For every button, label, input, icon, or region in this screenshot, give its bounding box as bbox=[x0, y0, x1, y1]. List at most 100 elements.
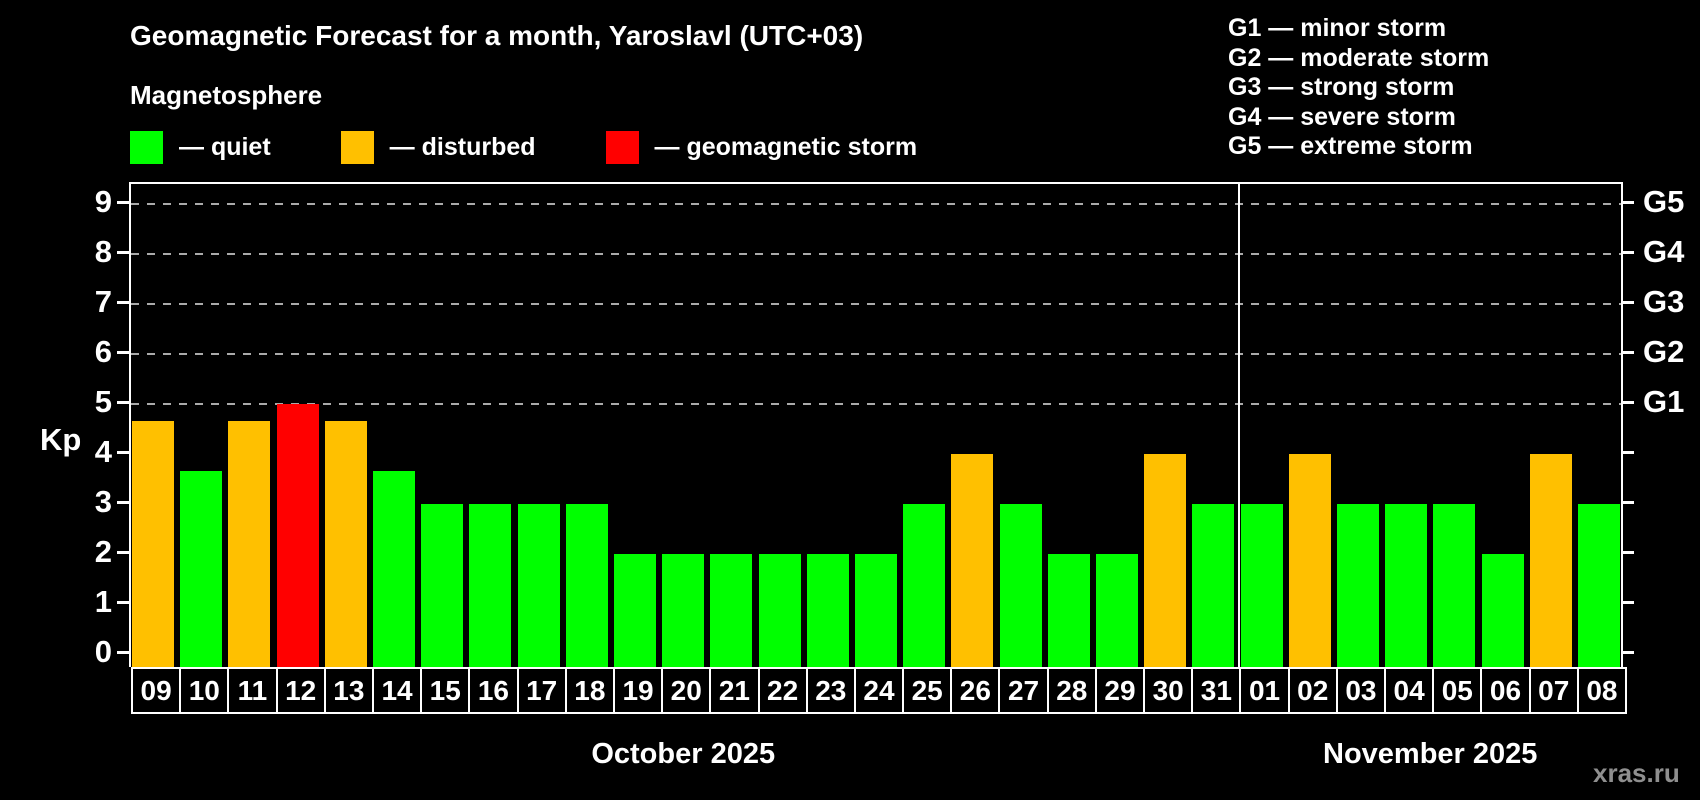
day-label-cell: 10 bbox=[179, 667, 230, 714]
right-tick-mark bbox=[1621, 601, 1634, 604]
kp-bar-day-02 bbox=[1288, 454, 1331, 667]
month-label: November 2025 bbox=[1323, 738, 1538, 770]
y-axis-tick-label: 4 bbox=[94, 434, 112, 469]
kp-bar-day-25 bbox=[903, 504, 946, 667]
kp-bar-day-10 bbox=[180, 470, 223, 667]
day-label-cell: 20 bbox=[661, 667, 712, 714]
storm-scale-legend: G1 — minor storm G2 — moderate storm G3 — … bbox=[1228, 14, 1489, 162]
y-axis-tick-label: 2 bbox=[94, 534, 112, 569]
day-label-cell: 23 bbox=[805, 667, 856, 714]
grid-line-kp5 bbox=[131, 403, 1621, 405]
left-tick-mark bbox=[117, 601, 129, 604]
day-label-cell: 29 bbox=[1094, 667, 1146, 714]
storm-scale-line: G5 — extreme storm bbox=[1228, 132, 1473, 160]
day-label-cell: 17 bbox=[516, 667, 567, 714]
kp-bar-day-23 bbox=[806, 554, 849, 667]
g-scale-label-g3: G3 bbox=[1643, 284, 1685, 319]
legend-label: — disturbed bbox=[389, 132, 536, 161]
kp-bar-day-09 bbox=[132, 420, 175, 667]
right-tick-mark bbox=[1621, 351, 1634, 354]
kp-bar-day-04 bbox=[1385, 504, 1428, 667]
kp-bar-day-21 bbox=[710, 554, 753, 667]
kp-bar-day-24 bbox=[855, 554, 897, 667]
legend-swatch-storm bbox=[605, 130, 639, 164]
kp-bar-day-01 bbox=[1240, 504, 1283, 667]
day-label-cell: 07 bbox=[1528, 667, 1579, 714]
day-label-cell: 15 bbox=[420, 667, 471, 714]
kp-bar-day-13 bbox=[324, 420, 367, 667]
day-label-cell: 28 bbox=[1046, 667, 1097, 714]
day-label-cell: 01 bbox=[1239, 667, 1290, 714]
day-label-cell: 30 bbox=[1143, 667, 1194, 714]
kp-bar-day-30 bbox=[1144, 454, 1187, 667]
kp-bar-day-27 bbox=[999, 504, 1042, 667]
day-label-cell: 21 bbox=[709, 667, 760, 714]
day-label-cell: 25 bbox=[902, 667, 953, 714]
left-tick-mark bbox=[117, 351, 129, 354]
day-label-cell: 02 bbox=[1287, 667, 1338, 714]
day-label-cell: 05 bbox=[1432, 667, 1483, 714]
left-tick-mark bbox=[117, 401, 129, 404]
y-axis-tick-label: 8 bbox=[94, 234, 112, 269]
kp-bar-day-17 bbox=[517, 504, 560, 667]
kp-bar-day-29 bbox=[1095, 554, 1138, 667]
kp-bar-day-11 bbox=[228, 420, 271, 667]
legend-item-disturbed: — disturbed bbox=[340, 130, 536, 164]
y-axis-tick-label: 5 bbox=[94, 384, 112, 419]
day-label-cell: 08 bbox=[1576, 667, 1627, 714]
day-label-cell: 03 bbox=[1335, 667, 1387, 714]
kp-bar-day-07 bbox=[1529, 454, 1572, 667]
legend-swatch-disturbed bbox=[340, 130, 374, 164]
kp-bar-day-14 bbox=[373, 470, 416, 667]
legend-item-quiet: — quiet bbox=[130, 130, 271, 164]
right-tick-mark bbox=[1621, 451, 1634, 454]
g-scale-label-g4: G4 bbox=[1643, 234, 1685, 269]
day-label-cell: 27 bbox=[998, 667, 1049, 714]
kp-bar-day-28 bbox=[1047, 554, 1090, 667]
grid-line-kp9 bbox=[131, 203, 1621, 205]
y-axis-tick-label: 3 bbox=[94, 484, 112, 519]
month-separator-line bbox=[1238, 184, 1241, 667]
day-label-cell: 12 bbox=[275, 667, 326, 714]
right-tick-mark bbox=[1621, 551, 1634, 554]
day-label-cell: 31 bbox=[1191, 667, 1242, 714]
right-tick-mark bbox=[1621, 651, 1634, 654]
kp-bar-day-06 bbox=[1481, 554, 1524, 667]
day-label-cell: 04 bbox=[1384, 667, 1435, 714]
kp-bar-day-18 bbox=[565, 504, 608, 667]
g-scale-label-g1: G1 bbox=[1643, 384, 1685, 419]
day-label-cell: 14 bbox=[371, 667, 423, 714]
kp-bar-day-20 bbox=[662, 554, 705, 667]
y-axis-tick-label: 1 bbox=[94, 584, 112, 619]
day-label-cell: 24 bbox=[853, 667, 905, 714]
left-tick-mark bbox=[117, 301, 129, 304]
kp-bar-day-22 bbox=[758, 554, 801, 667]
grid-line-kp6 bbox=[131, 353, 1621, 355]
g-scale-label-g2: G2 bbox=[1643, 334, 1685, 369]
storm-scale-line: G1 — minor storm bbox=[1228, 14, 1447, 42]
day-label-cell: 22 bbox=[757, 667, 808, 714]
kp-bar-day-12 bbox=[276, 404, 319, 667]
right-tick-mark bbox=[1621, 201, 1634, 204]
day-label-cell: 19 bbox=[612, 667, 664, 714]
kp-bar-day-08 bbox=[1577, 504, 1620, 667]
day-label-cell: 09 bbox=[131, 667, 182, 714]
magnetosphere-subtitle: Magnetosphere bbox=[130, 80, 323, 110]
day-label-cell: 11 bbox=[227, 667, 278, 714]
grid-line-kp7 bbox=[131, 303, 1621, 305]
storm-scale-line: G3 — strong storm bbox=[1228, 73, 1455, 101]
grid-line-kp8 bbox=[131, 253, 1621, 255]
plot-area bbox=[129, 182, 1623, 667]
day-label-cell: 18 bbox=[564, 667, 615, 714]
legend-swatch-quiet bbox=[130, 130, 163, 164]
legend-item-storm: — geomagnetic storm bbox=[605, 130, 917, 164]
y-axis-tick-label: 6 bbox=[94, 334, 112, 369]
y-axis-title: Kp bbox=[40, 422, 82, 457]
left-tick-mark bbox=[117, 251, 129, 254]
y-axis-tick-label: 9 bbox=[94, 184, 112, 219]
kp-bar-day-19 bbox=[614, 554, 657, 667]
day-label-cell: 06 bbox=[1480, 667, 1531, 714]
day-label-cell: 26 bbox=[950, 667, 1001, 714]
right-tick-mark bbox=[1621, 251, 1634, 254]
